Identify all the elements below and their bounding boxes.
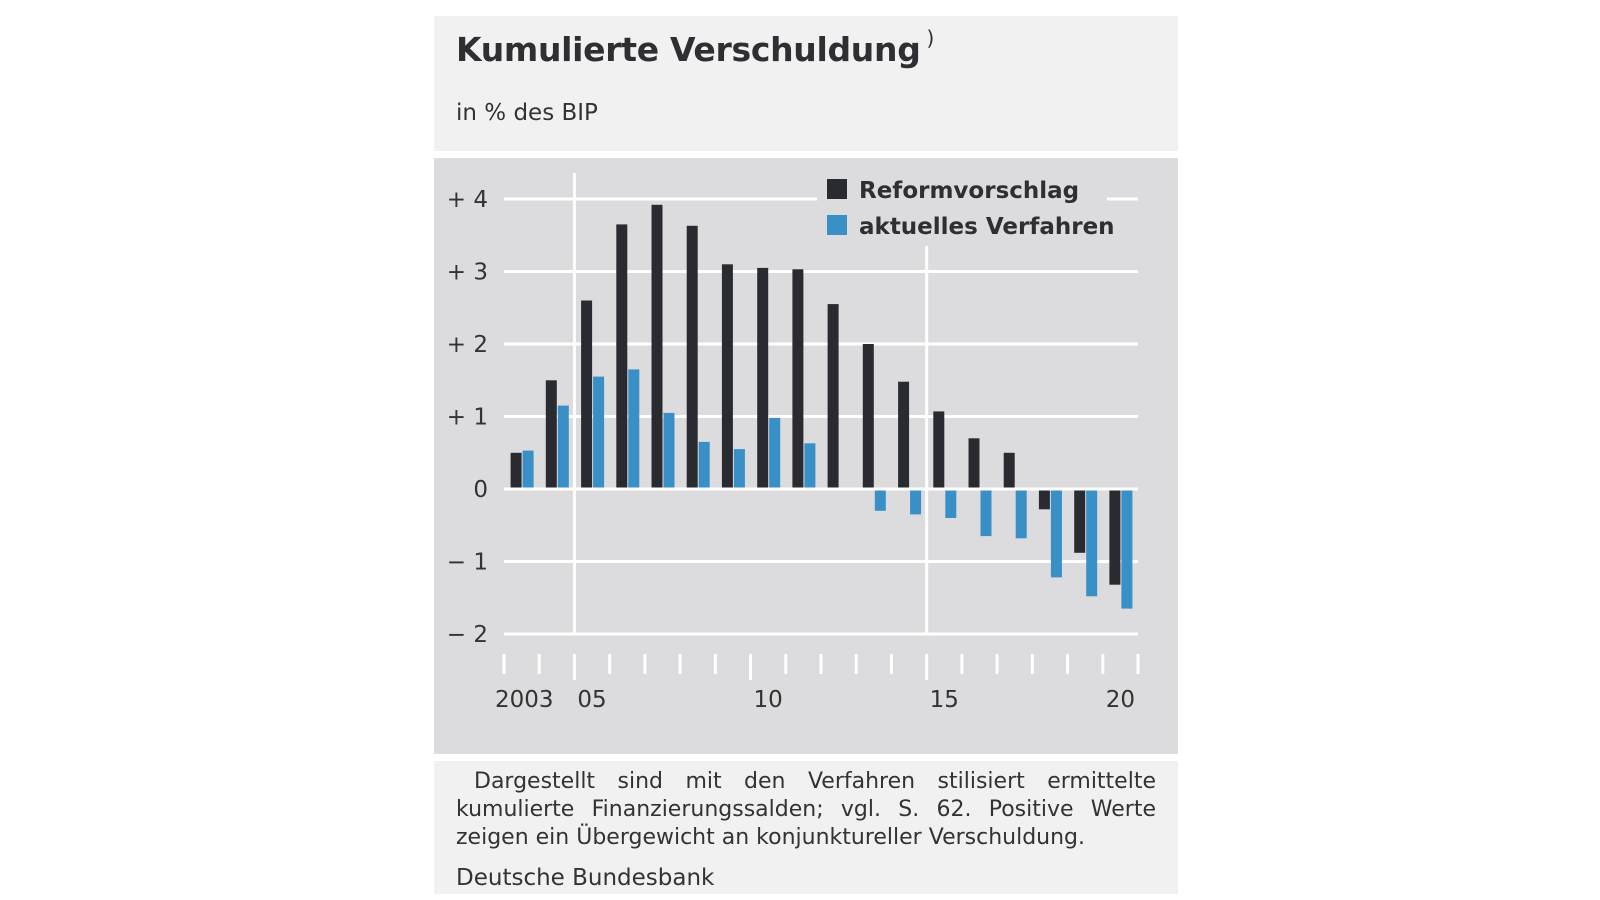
legend-label: Reformvorschlag bbox=[859, 178, 1079, 204]
bar-aktuelles-verfahren-2005 bbox=[593, 376, 605, 489]
bar-aktuelles-verfahren-2011 bbox=[804, 443, 816, 489]
bar-aktuelles-verfahren-2004 bbox=[557, 405, 569, 489]
y-tick-label: − 2 bbox=[447, 622, 488, 648]
bar-reformvorschlag-2012 bbox=[827, 304, 839, 489]
bar-aktuelles-verfahren-2015 bbox=[945, 489, 957, 518]
bar-aktuelles-verfahren-2010 bbox=[769, 417, 781, 489]
bar-aktuelles-verfahren-2008 bbox=[698, 441, 710, 489]
x-tick-label: 2003 bbox=[495, 687, 554, 713]
chart-subtitle: in % des BIP bbox=[456, 100, 598, 126]
bar-aktuelles-verfahren-2017 bbox=[1015, 489, 1027, 539]
chart-card: Kumulierte Verschuldung) in % des BIP + … bbox=[434, 16, 1178, 894]
bar-reformvorschlag-2011 bbox=[792, 269, 804, 489]
bar-reformvorschlag-2013 bbox=[862, 344, 874, 489]
bar-aktuelles-verfahren-2020 bbox=[1121, 489, 1133, 609]
bar-aktuelles-verfahren-2019 bbox=[1086, 489, 1098, 597]
legend-swatch bbox=[827, 179, 847, 199]
source-text: Deutsche Bundesbank bbox=[456, 865, 715, 891]
legend-background bbox=[817, 170, 1107, 246]
x-axis-labels: 2003 05 10 15 20 bbox=[495, 687, 1135, 713]
x-tick-label: 20 bbox=[1106, 687, 1135, 713]
bar-aktuelles-verfahren-2009 bbox=[733, 449, 745, 489]
y-tick-label: + 2 bbox=[447, 332, 488, 358]
bar-reformvorschlag-2015 bbox=[933, 411, 945, 489]
x-tick-label: 10 bbox=[754, 687, 783, 713]
legend-swatch bbox=[827, 215, 847, 235]
bar-aktuelles-verfahren-2016 bbox=[980, 489, 992, 537]
y-tick-label: + 1 bbox=[447, 405, 488, 431]
plot-area: + 4 + 3 + 2 + 1 0 − 1 − 2 2003 05 10 15 20 Reformvor… bbox=[434, 151, 1178, 761]
legend: Reformvorschlag aktuelles Verfahren bbox=[817, 170, 1115, 246]
bar-aktuelles-verfahren-2018 bbox=[1050, 489, 1062, 578]
bar-reformvorschlag-2004 bbox=[545, 380, 557, 490]
bar-reformvorschlag-2020 bbox=[1109, 489, 1121, 585]
bar-aktuelles-verfahren-2014 bbox=[910, 489, 922, 515]
bar-reformvorschlag-2014 bbox=[898, 381, 910, 489]
x-tick-label: 15 bbox=[930, 687, 959, 713]
y-tick-label: − 1 bbox=[447, 550, 488, 576]
legend-label: aktuelles Verfahren bbox=[859, 214, 1115, 240]
bar-reformvorschlag-2019 bbox=[1074, 489, 1086, 553]
x-tick-label: 05 bbox=[577, 687, 606, 713]
x-axis-ticks bbox=[502, 654, 1140, 680]
title-footnote-marker: ) bbox=[926, 26, 935, 50]
bar-reformvorschlag-2009 bbox=[721, 264, 733, 490]
bar-reformvorschlag-2008 bbox=[686, 225, 698, 490]
y-tick-label: + 4 bbox=[447, 187, 488, 213]
bar-aktuelles-verfahren-2003 bbox=[522, 450, 534, 489]
bar-reformvorschlag-2018 bbox=[1038, 489, 1050, 510]
bar-aktuelles-verfahren-2007 bbox=[663, 412, 675, 489]
bars bbox=[510, 204, 1133, 609]
y-tick-label: 0 bbox=[473, 477, 488, 503]
bar-reformvorschlag-2016 bbox=[968, 438, 980, 490]
bar-chart: + 4 + 3 + 2 + 1 0 − 1 − 2 2003 05 10 15 20 Reformvor… bbox=[447, 170, 1140, 713]
bar-reformvorschlag-2005 bbox=[581, 300, 593, 489]
bar-aktuelles-verfahren-2006 bbox=[628, 369, 640, 489]
vertical-reference-lines bbox=[572, 173, 929, 633]
chart-title: Kumulierte Verschuldung) bbox=[456, 26, 935, 69]
bar-reformvorschlag-2007 bbox=[651, 204, 663, 490]
footnote-text: Dargestellt sind mit den Verfahren stili… bbox=[456, 769, 1156, 850]
bar-reformvorschlag-2017 bbox=[1003, 452, 1015, 490]
y-tick-label: + 3 bbox=[447, 260, 488, 286]
y-axis-labels: + 4 + 3 + 2 + 1 0 − 1 − 2 bbox=[447, 187, 488, 648]
bar-reformvorschlag-2006 bbox=[616, 224, 628, 489]
bar-reformvorschlag-2003 bbox=[510, 452, 522, 490]
bar-reformvorschlag-2010 bbox=[757, 267, 769, 489]
bar-aktuelles-verfahren-2013 bbox=[874, 489, 886, 511]
